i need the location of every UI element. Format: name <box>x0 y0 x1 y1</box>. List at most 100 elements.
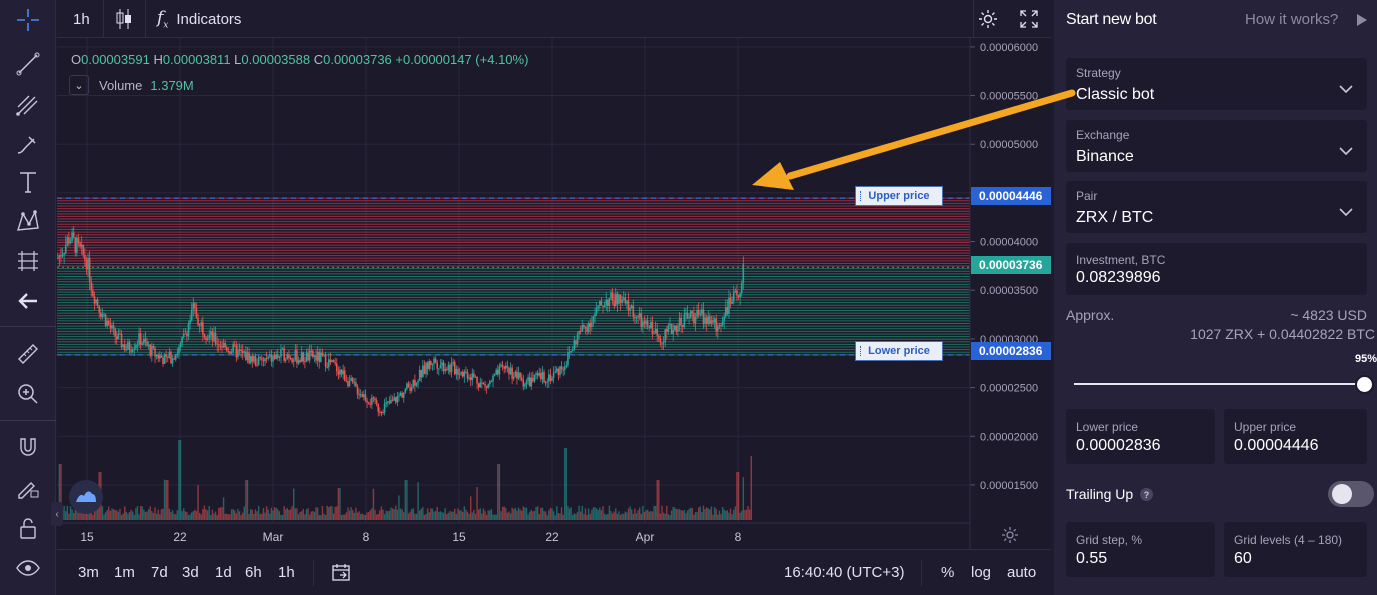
range-7d[interactable]: 7d <box>151 564 168 581</box>
volume-bar <box>198 512 201 520</box>
volume-bar <box>203 505 206 520</box>
volume-bar <box>656 480 658 520</box>
volume-bar <box>385 510 387 520</box>
volume-bar <box>731 514 733 520</box>
candle-body <box>321 352 324 356</box>
lower-price-input[interactable]: Lower price 0.00002836 <box>1066 409 1215 464</box>
volume-bar <box>646 509 649 520</box>
lower-price-tag: 0.00002836 <box>971 342 1051 360</box>
range-1d[interactable]: 1d <box>215 564 232 581</box>
tradingview-logo-icon[interactable] <box>69 480 103 514</box>
volume-bar <box>63 505 65 520</box>
volume-bar <box>80 508 83 520</box>
measure-bars-icon[interactable] <box>8 243 48 279</box>
volume-bar <box>117 511 120 520</box>
volume-bar <box>261 513 263 520</box>
strategy-select[interactable]: Strategy Classic bot <box>1066 58 1367 110</box>
pair-select[interactable]: Pair ZRX / BTC <box>1066 181 1367 233</box>
how-it-works-link[interactable]: How it works? <box>1245 11 1339 28</box>
lock-pencil-icon[interactable] <box>8 470 48 506</box>
volume-bar <box>213 513 215 520</box>
indicators-button[interactable]: fx Indicators <box>157 0 241 38</box>
volume-bar <box>375 514 378 520</box>
chevron-down-icon[interactable]: ⌄ <box>69 75 89 95</box>
price-chart[interactable]: 0.000060000.000055000.000050000.00004500… <box>57 38 1051 549</box>
brush-icon[interactable] <box>8 126 48 162</box>
exchange-label: Exchange <box>1076 128 1130 142</box>
collapse-toolbar-icon[interactable]: ‹ <box>51 502 63 526</box>
exchange-select[interactable]: Exchange Binance <box>1066 120 1367 172</box>
volume-bar <box>254 509 257 520</box>
back-arrow-icon[interactable] <box>8 283 48 319</box>
percent-scale-button[interactable]: % <box>941 564 955 581</box>
settings-gear-icon[interactable] <box>977 0 999 38</box>
candle-body <box>481 382 483 384</box>
volume-bar <box>686 510 689 520</box>
allocation-slider-thumb[interactable] <box>1355 375 1374 394</box>
candle-body <box>447 364 450 371</box>
range-1m[interactable]: 1m <box>114 564 135 581</box>
candle-body <box>736 290 738 296</box>
text-icon[interactable] <box>8 164 48 200</box>
investment-input[interactable]: Investment, BTC 0.08239896 <box>1066 243 1367 295</box>
clock-display[interactable]: 16:40:40 (UTC+3) <box>784 564 905 581</box>
help-icon[interactable]: ? <box>1140 488 1153 501</box>
candle-body <box>133 348 136 351</box>
grid-step-input[interactable]: Grid step, % 0.55 <box>1066 522 1215 577</box>
upper-price-input[interactable]: Upper price 0.00004446 <box>1224 409 1367 464</box>
candle-body <box>187 323 190 336</box>
trailing-up-toggle[interactable] <box>1328 481 1374 507</box>
candle-body <box>614 293 617 307</box>
candle-body <box>468 377 470 379</box>
magnet-icon[interactable] <box>8 430 48 466</box>
range-3m[interactable]: 3m <box>78 564 99 581</box>
candle-body <box>307 352 309 361</box>
candle-body <box>222 343 225 348</box>
ruler-icon[interactable] <box>8 336 48 372</box>
auto-scale-button[interactable]: auto <box>1007 564 1037 581</box>
candle-body <box>294 350 297 361</box>
crosshair-icon[interactable] <box>8 2 48 38</box>
range-6h[interactable]: 6h <box>245 564 262 581</box>
lock-icon[interactable] <box>8 510 48 546</box>
price-tick-label: 0.00002500 <box>980 383 1038 395</box>
candle-body <box>63 252 65 255</box>
range-1h[interactable]: 1h <box>278 564 295 581</box>
trend-line-icon[interactable] <box>8 46 48 82</box>
candle-body <box>613 301 615 307</box>
lower-price-line-label[interactable]: Lower price <box>855 341 943 361</box>
volume-bar <box>157 509 159 520</box>
volume-bar <box>530 509 532 520</box>
candle-body <box>573 340 576 350</box>
volume-bar <box>654 506 657 520</box>
volume-bar <box>718 510 721 520</box>
play-icon[interactable] <box>1356 13 1368 32</box>
calendar-range-icon[interactable] <box>331 562 351 587</box>
axis-settings-icon[interactable] <box>1001 526 1019 549</box>
candle-body <box>76 238 78 253</box>
candle-body <box>482 382 485 384</box>
candle-body <box>181 337 183 344</box>
range-3d[interactable]: 3d <box>182 564 199 581</box>
eye-icon[interactable] <box>8 550 48 586</box>
pitchfork-icon[interactable] <box>8 86 48 122</box>
log-scale-button[interactable]: log <box>971 564 992 581</box>
candle-body <box>64 244 67 253</box>
fullscreen-icon[interactable] <box>1019 0 1039 38</box>
grid-levels-input[interactable]: Grid levels (4 – 180) 60 <box>1224 522 1367 577</box>
candle-body <box>203 334 206 338</box>
candle-type-icon[interactable] <box>115 0 133 38</box>
pattern-icon[interactable] <box>8 203 48 239</box>
allocation-slider[interactable] <box>1074 383 1366 385</box>
volume-bar <box>388 510 391 520</box>
candle-body <box>192 303 195 310</box>
candle-body <box>426 362 429 369</box>
interval-button[interactable]: 1h <box>73 10 90 28</box>
volume-bar <box>363 514 365 520</box>
zoom-in-icon[interactable] <box>8 376 48 412</box>
volume-bar <box>540 507 542 520</box>
upper-price-line-label[interactable]: Upper price <box>855 186 943 206</box>
volume-bar <box>84 512 86 520</box>
volume-bar <box>281 515 284 520</box>
candle-body <box>103 314 105 316</box>
